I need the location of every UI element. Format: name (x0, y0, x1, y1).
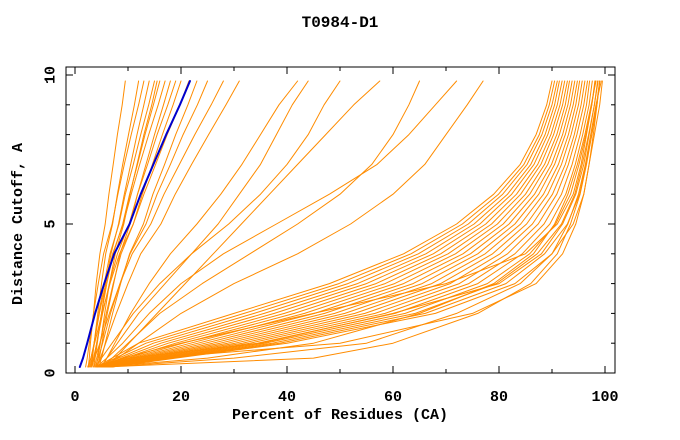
x-tick-label: 20 (172, 389, 190, 406)
x-tick-label: 60 (384, 389, 402, 406)
x-tick-label: 40 (278, 389, 296, 406)
model-curve (101, 80, 309, 368)
model-curve (93, 80, 150, 368)
model-curve (93, 80, 182, 368)
model-curve (100, 80, 568, 368)
highlight-curve (78, 80, 191, 368)
y-tick-labels: 0 5 10 (43, 66, 60, 378)
model-curve (97, 80, 558, 368)
model-curve (102, 80, 573, 368)
model-curve (104, 80, 581, 368)
model-curve (105, 80, 583, 368)
model-curve (103, 80, 578, 368)
model-curve (95, 80, 158, 368)
model-curve (101, 80, 420, 368)
model-curve (101, 80, 597, 368)
model-curve (101, 80, 599, 368)
x-tick-label: 80 (490, 389, 508, 406)
model-curve (98, 80, 560, 368)
model-curve (94, 80, 208, 368)
model-curve (106, 80, 602, 368)
model-curve (106, 80, 588, 368)
axis-ticks (66, 67, 615, 374)
model-curve (90, 80, 224, 368)
model-curve (106, 80, 381, 368)
model-curve (85, 80, 145, 368)
model-curve (98, 80, 563, 368)
model-curve (95, 80, 240, 368)
plot-title: T0984-D1 (302, 14, 379, 32)
model-curve (90, 80, 177, 368)
model-curve (111, 80, 603, 368)
highlight-curve-group (78, 80, 191, 368)
model-curve (101, 80, 596, 368)
model-curves-group (85, 80, 603, 368)
model-curve (103, 80, 601, 368)
model-curve (103, 80, 576, 368)
x-axis-label: Percent of Residues (CA) (232, 407, 448, 424)
model-curve (95, 80, 553, 368)
model-curve (96, 80, 556, 368)
model-curve (109, 80, 596, 368)
x-tick-label: 100 (591, 389, 618, 406)
y-tick-label: 10 (43, 66, 60, 84)
x-tick-label: 0 (70, 389, 79, 406)
y-axis-label: Distance Cutoff, A (10, 143, 27, 305)
model-curve (106, 80, 601, 368)
model-curve (106, 80, 586, 368)
y-tick-label: 0 (43, 368, 60, 377)
y-tick-label: 5 (43, 219, 60, 228)
model-curve (101, 80, 570, 368)
model-curve (101, 80, 299, 368)
model-curve (99, 80, 566, 368)
model-curve (95, 80, 458, 368)
x-tick-labels: 0 20 40 60 80 100 (70, 389, 618, 406)
model-curve (95, 80, 341, 368)
model-curve (87, 80, 126, 368)
